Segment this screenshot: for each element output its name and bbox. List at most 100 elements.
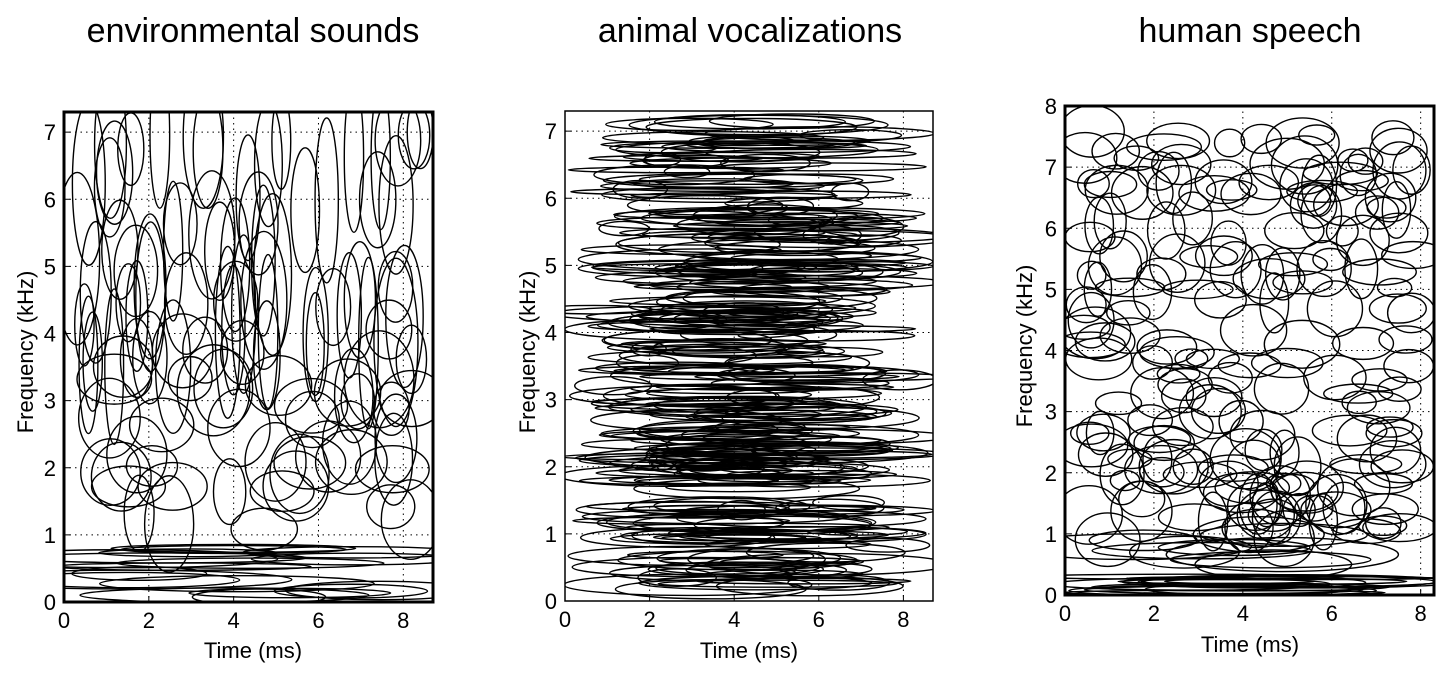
tf-ellipse	[1325, 215, 1359, 247]
tf-ellipse	[1123, 444, 1199, 495]
tf-ellipse	[565, 304, 653, 315]
tf-ellipse	[1286, 179, 1359, 203]
tf-ellipse	[1094, 277, 1166, 298]
tf-ellipse	[1251, 481, 1282, 528]
tf-ellipse	[377, 250, 414, 323]
tf-ellipse	[1346, 391, 1411, 425]
tf-ellipse	[1351, 493, 1419, 526]
tf-ellipse	[1364, 172, 1417, 223]
tf-ellipse	[1323, 383, 1394, 404]
tf-ellipse	[665, 482, 812, 493]
tf-ellipse	[1251, 490, 1302, 545]
tf-ellipse	[598, 220, 650, 237]
tf-ellipse	[290, 147, 321, 274]
tf-ellipse	[1099, 443, 1145, 506]
tf-ellipse	[1185, 348, 1240, 370]
tf-ellipse	[137, 461, 208, 511]
tf-ellipse	[1084, 196, 1115, 255]
tf-ellipse	[1172, 191, 1214, 246]
tf-ellipse	[1085, 410, 1115, 456]
tf-ellipse	[1174, 348, 1209, 370]
tf-ellipse	[614, 578, 807, 600]
tf-ellipse	[188, 170, 236, 300]
tf-ellipse	[1160, 378, 1207, 414]
tf-ellipse	[633, 478, 861, 500]
x-tick-label: 0	[559, 607, 571, 632]
tf-ellipse	[1076, 169, 1110, 199]
tf-ellipse	[204, 201, 236, 301]
tf-ellipse	[638, 173, 857, 186]
x-tick-label: 6	[813, 607, 825, 632]
tf-ellipse	[90, 441, 152, 512]
tf-ellipse	[406, 112, 433, 170]
tf-ellipse	[630, 402, 899, 417]
tf-ellipse	[716, 499, 766, 521]
tf-ellipse	[357, 256, 379, 430]
tf-ellipse	[77, 377, 141, 459]
ellipse-marks	[1065, 106, 1434, 595]
tf-ellipse	[343, 241, 377, 359]
tf-ellipse	[638, 419, 779, 440]
tf-ellipse	[1273, 436, 1322, 497]
tf-ellipse	[1113, 145, 1160, 172]
tf-ellipse	[1265, 117, 1340, 169]
tf-ellipse	[149, 112, 171, 209]
tf-ellipse	[273, 377, 349, 434]
tf-ellipse	[313, 358, 382, 427]
tf-ellipse	[619, 227, 826, 239]
tf-ellipse	[688, 135, 796, 147]
y-tick-label: 2	[44, 456, 56, 481]
tf-ellipse	[798, 128, 903, 142]
tf-ellipse	[1351, 368, 1408, 392]
tf-ellipse	[612, 179, 669, 199]
y-tick-label: 6	[545, 186, 557, 211]
tf-ellipse	[716, 162, 927, 172]
tf-ellipse	[214, 245, 241, 420]
tf-ellipse	[366, 484, 416, 530]
tf-ellipse	[613, 210, 757, 219]
tf-ellipse	[1106, 299, 1151, 326]
tf-ellipse	[1138, 456, 1185, 488]
tf-ellipse	[590, 409, 784, 432]
tf-ellipse	[1370, 449, 1434, 484]
tf-ellipse	[1339, 153, 1378, 197]
y-tick-label: 0	[545, 589, 557, 614]
x-tick-label: 2	[1148, 601, 1160, 626]
tf-ellipse	[1128, 425, 1192, 454]
tf-ellipse	[680, 424, 920, 446]
tf-ellipse	[1083, 170, 1138, 199]
tf-ellipse	[572, 516, 791, 526]
tf-ellipse	[1076, 413, 1131, 452]
plot-frame	[564, 110, 934, 602]
tf-ellipse	[715, 365, 920, 384]
tf-ellipse	[655, 206, 926, 221]
tf-ellipse	[212, 458, 247, 526]
tf-ellipse	[1110, 165, 1174, 220]
tf-ellipse	[702, 428, 933, 445]
y-tick-label: 1	[1045, 522, 1057, 547]
tf-ellipse	[104, 288, 125, 446]
tf-ellipse	[673, 458, 735, 472]
tf-ellipse	[78, 295, 99, 435]
tf-ellipse	[620, 528, 852, 544]
tf-ellipse	[661, 534, 822, 542]
x-tick-label: 0	[58, 608, 70, 633]
tf-ellipse	[1219, 303, 1288, 357]
tf-ellipse	[594, 270, 807, 285]
plot-frame	[62, 110, 435, 604]
tf-ellipse	[1069, 421, 1110, 445]
tf-ellipse	[1301, 154, 1338, 218]
tf-ellipse	[1151, 143, 1212, 186]
tf-ellipse	[163, 252, 209, 356]
tf-ellipse	[1238, 164, 1300, 201]
tf-ellipse	[1372, 141, 1427, 200]
tf-ellipse	[702, 301, 785, 324]
tf-ellipse	[212, 260, 259, 342]
tf-ellipse	[1210, 220, 1247, 266]
tf-ellipse	[79, 587, 370, 602]
tf-ellipse	[1094, 391, 1143, 416]
tf-ellipse	[95, 120, 134, 225]
tf-ellipse	[1179, 245, 1239, 269]
tf-ellipse	[727, 356, 814, 369]
